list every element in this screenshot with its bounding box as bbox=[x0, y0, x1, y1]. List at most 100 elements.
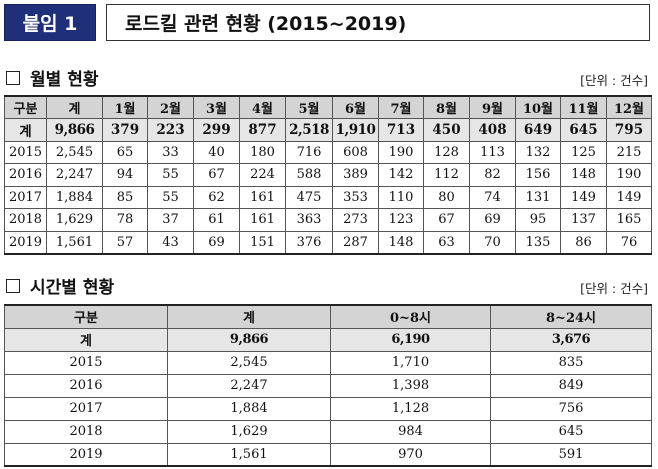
hourly-section-title-text: 시간별 현황 bbox=[30, 278, 115, 298]
monthly-table-cell: 475 bbox=[285, 185, 333, 209]
hourly-table-row: 2015 2,545 1,710 835 bbox=[4, 350, 652, 375]
document-title: 로드킬 관련 현황 (2015~2019) bbox=[106, 4, 650, 41]
monthly-table-cell: 353 bbox=[332, 185, 379, 209]
monthly-total-cell: 713 bbox=[378, 118, 424, 142]
hourly-header-row: 구분 계 0~8시 8~24시 bbox=[4, 304, 652, 329]
monthly-table-cell: 2,545 bbox=[46, 140, 103, 164]
monthly-table-row: 2015 2,545 65 33 40 180 716 608 190 128 113 132 125 2… bbox=[4, 140, 652, 164]
monthly-table-cell: 2018 bbox=[4, 208, 47, 232]
monthly-table-cell: 69 bbox=[193, 230, 240, 254]
monthly-table-cell: 2017 bbox=[4, 185, 47, 209]
hourly-total-cell: 3,676 bbox=[490, 327, 652, 352]
monthly-unit-label: [단위 : 건수] bbox=[580, 73, 648, 88]
document-title-text: 로드킬 관련 현황 (2015~2019) bbox=[125, 13, 407, 35]
hourly-section-title: 시간별 현황 bbox=[6, 273, 114, 298]
monthly-table-cell: 132 bbox=[515, 140, 561, 164]
monthly-column-header: 계 bbox=[46, 95, 103, 119]
attachment-badge: 붙임 1 bbox=[4, 4, 96, 41]
monthly-column-header: 1월 bbox=[102, 95, 148, 119]
monthly-column-header: 5월 bbox=[285, 95, 333, 119]
monthly-table-cell: 287 bbox=[332, 230, 379, 254]
hourly-table-row: 2016 2,247 1,398 849 bbox=[4, 373, 652, 398]
hourly-table-cell: 2,545 bbox=[167, 350, 331, 375]
monthly-table-cell: 588 bbox=[285, 163, 333, 187]
monthly-total-cell: 649 bbox=[515, 118, 561, 142]
hourly-table-cell: 849 bbox=[490, 373, 652, 398]
monthly-total-row: 계 9,866 379 223 299 877 2,518 1,910 713 450 408 649… bbox=[4, 118, 652, 142]
monthly-table-cell: 112 bbox=[423, 163, 470, 187]
monthly-table-cell: 149 bbox=[606, 185, 652, 209]
hourly-table-cell: 2017 bbox=[4, 396, 168, 421]
monthly-table-cell: 224 bbox=[239, 163, 286, 187]
monthly-table-cell: 110 bbox=[378, 185, 424, 209]
monthly-column-header: 3월 bbox=[193, 95, 240, 119]
monthly-total-cell: 299 bbox=[193, 118, 240, 142]
monthly-column-header: 12월 bbox=[606, 95, 652, 119]
monthly-table-cell: 1,884 bbox=[46, 185, 103, 209]
monthly-total-cell: 223 bbox=[147, 118, 194, 142]
hourly-total-cell: 9,866 bbox=[167, 327, 331, 352]
monthly-table-cell: 389 bbox=[332, 163, 379, 187]
monthly-table-cell: 148 bbox=[378, 230, 424, 254]
monthly-table-cell: 161 bbox=[239, 185, 286, 209]
monthly-column-header: 11월 bbox=[560, 95, 607, 119]
monthly-total-cell: 계 bbox=[4, 118, 47, 142]
monthly-section-title-text: 월별 현황 bbox=[30, 70, 99, 90]
monthly-table-cell: 608 bbox=[332, 140, 379, 164]
monthly-column-header: 8월 bbox=[423, 95, 470, 119]
hourly-table-cell: 756 bbox=[490, 396, 652, 421]
hourly-table-cell: 591 bbox=[490, 442, 652, 467]
monthly-table-cell: 65 bbox=[102, 140, 148, 164]
monthly-table-cell: 78 bbox=[102, 208, 148, 232]
monthly-table-cell: 215 bbox=[606, 140, 652, 164]
monthly-table-cell: 156 bbox=[515, 163, 561, 187]
monthly-table-cell: 151 bbox=[239, 230, 286, 254]
monthly-table-row: 2018 1,629 78 37 61 161 363 273 123 67 69 95 137 165 bbox=[4, 208, 652, 232]
monthly-table-cell: 2016 bbox=[4, 163, 47, 187]
hourly-table: 구분 계 0~8시 8~24시 계 9,866 6,190 3,676 2015 2,545 1,7… bbox=[4, 304, 652, 467]
monthly-table-cell: 123 bbox=[378, 208, 424, 232]
monthly-table-cell: 190 bbox=[378, 140, 424, 164]
hourly-table-row: 2017 1,884 1,128 756 bbox=[4, 396, 652, 421]
monthly-table-cell: 131 bbox=[515, 185, 561, 209]
hourly-unit-label: [단위 : 건수] bbox=[580, 281, 648, 296]
monthly-table-cell: 69 bbox=[469, 208, 516, 232]
monthly-table: 구분 계 1월 2월 3월 4월 5월 6월 7월 8월 9월 10월 11월 12월 계 9,866 379 2… bbox=[4, 95, 652, 255]
monthly-column-header: 7월 bbox=[378, 95, 424, 119]
monthly-table-cell: 55 bbox=[147, 185, 194, 209]
hourly-table-cell: 984 bbox=[330, 419, 491, 444]
monthly-table-cell: 1,561 bbox=[46, 230, 103, 254]
hourly-table-cell: 835 bbox=[490, 350, 652, 375]
monthly-table-cell: 1,629 bbox=[46, 208, 103, 232]
monthly-table-cell: 2019 bbox=[4, 230, 47, 254]
monthly-table-cell: 113 bbox=[469, 140, 516, 164]
monthly-table-cell: 82 bbox=[469, 163, 516, 187]
monthly-table-cell: 76 bbox=[606, 230, 652, 254]
hourly-table-cell: 1,884 bbox=[167, 396, 331, 421]
monthly-header-row: 구분 계 1월 2월 3월 4월 5월 6월 7월 8월 9월 10월 11월 12월 bbox=[4, 95, 652, 119]
hourly-total-cell: 6,190 bbox=[330, 327, 491, 352]
monthly-table-cell: 128 bbox=[423, 140, 470, 164]
hourly-table-cell: 2015 bbox=[4, 350, 168, 375]
monthly-table-cell: 273 bbox=[332, 208, 379, 232]
monthly-section-title: 월별 현황 bbox=[6, 65, 98, 90]
monthly-table-cell: 142 bbox=[378, 163, 424, 187]
hourly-table-cell: 2,247 bbox=[167, 373, 331, 398]
monthly-column-header: 2월 bbox=[147, 95, 194, 119]
hourly-table-cell: 1,710 bbox=[330, 350, 491, 375]
hourly-table-row: 2019 1,561 970 591 bbox=[4, 442, 652, 467]
monthly-total-cell: 1,910 bbox=[332, 118, 379, 142]
monthly-table-cell: 80 bbox=[423, 185, 470, 209]
hourly-total-row: 계 9,866 6,190 3,676 bbox=[4, 327, 652, 352]
monthly-column-header: 6월 bbox=[332, 95, 379, 119]
hourly-table-row: 2018 1,629 984 645 bbox=[4, 419, 652, 444]
monthly-table-cell: 70 bbox=[469, 230, 516, 254]
monthly-table-cell: 33 bbox=[147, 140, 194, 164]
monthly-table-cell: 165 bbox=[606, 208, 652, 232]
hourly-table-cell: 1,398 bbox=[330, 373, 491, 398]
monthly-total-cell: 450 bbox=[423, 118, 470, 142]
monthly-table-cell: 137 bbox=[560, 208, 607, 232]
monthly-table-cell: 85 bbox=[102, 185, 148, 209]
monthly-table-cell: 94 bbox=[102, 163, 148, 187]
monthly-total-cell: 9,866 bbox=[46, 118, 103, 142]
